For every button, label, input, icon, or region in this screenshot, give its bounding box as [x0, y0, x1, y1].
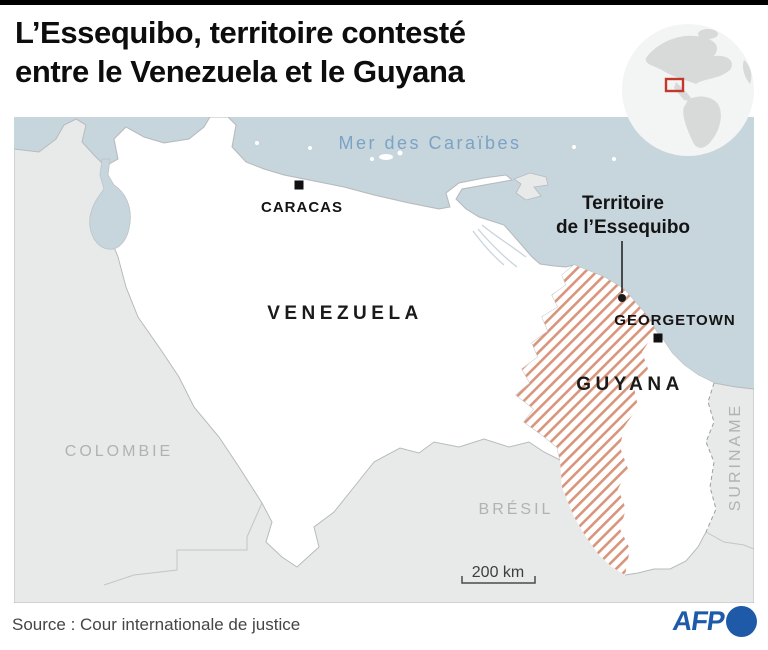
guyana-suriname-border	[705, 382, 717, 533]
page-title-line1: L’Essequibo, territoire contesté	[15, 15, 466, 50]
page-title: L’Essequibo, territoire contesté entre l…	[15, 13, 615, 91]
territory-annotation-line1: Territoire	[582, 193, 664, 214]
caracas-marker	[294, 180, 304, 190]
scale-label: 200 km	[472, 564, 524, 581]
sea-label: Mer des Caraïbes	[338, 133, 521, 153]
caracas-label: CARACAS	[261, 199, 343, 216]
trinidad-island	[513, 172, 549, 201]
afp-logo: AFP	[670, 606, 757, 637]
source-credit: Source : Cour internationale de justice	[12, 615, 301, 634]
map-svg: Mer des Caraïbes CARACAS VENEZUELA Terri…	[13, 116, 755, 604]
caribbean-islands	[202, 137, 616, 161]
top-black-bar	[0, 0, 768, 5]
globe-locator-inset	[618, 18, 758, 158]
brazil-label: BRÉSIL	[479, 499, 554, 518]
page-title-line2: entre le Venezuela et le Guyana	[15, 54, 465, 89]
georgetown-label: GEORGETOWN	[614, 312, 735, 329]
orinoco-delta-rivers	[472, 224, 527, 268]
lake-maracaibo	[89, 158, 131, 250]
essequibo-territory-hatched	[516, 265, 656, 575]
scale-bar	[461, 576, 536, 584]
globe-continents	[645, 29, 752, 148]
afp-logo-text: AFP	[670, 606, 727, 636]
guyana-brazil-border	[624, 531, 707, 576]
colombia-brazil-border	[103, 502, 263, 586]
suriname-label: SURINAME	[727, 403, 744, 511]
territory-annotation-line2: de l’Essequibo	[556, 217, 690, 238]
afp-logo-circle	[726, 606, 757, 637]
suriname-brazil-border	[705, 531, 755, 550]
main-map: Mer des Caraïbes CARACAS VENEZUELA Terri…	[13, 116, 755, 604]
colombia-label: COLOMBIE	[65, 443, 173, 460]
globe-icon	[622, 24, 754, 156]
venezuela-label: VENEZUELA	[267, 303, 423, 324]
territory-dot	[618, 294, 626, 302]
globe-highlight-box	[664, 77, 685, 93]
georgetown-marker	[653, 333, 663, 343]
guyana-label: GUYANA	[576, 374, 684, 395]
